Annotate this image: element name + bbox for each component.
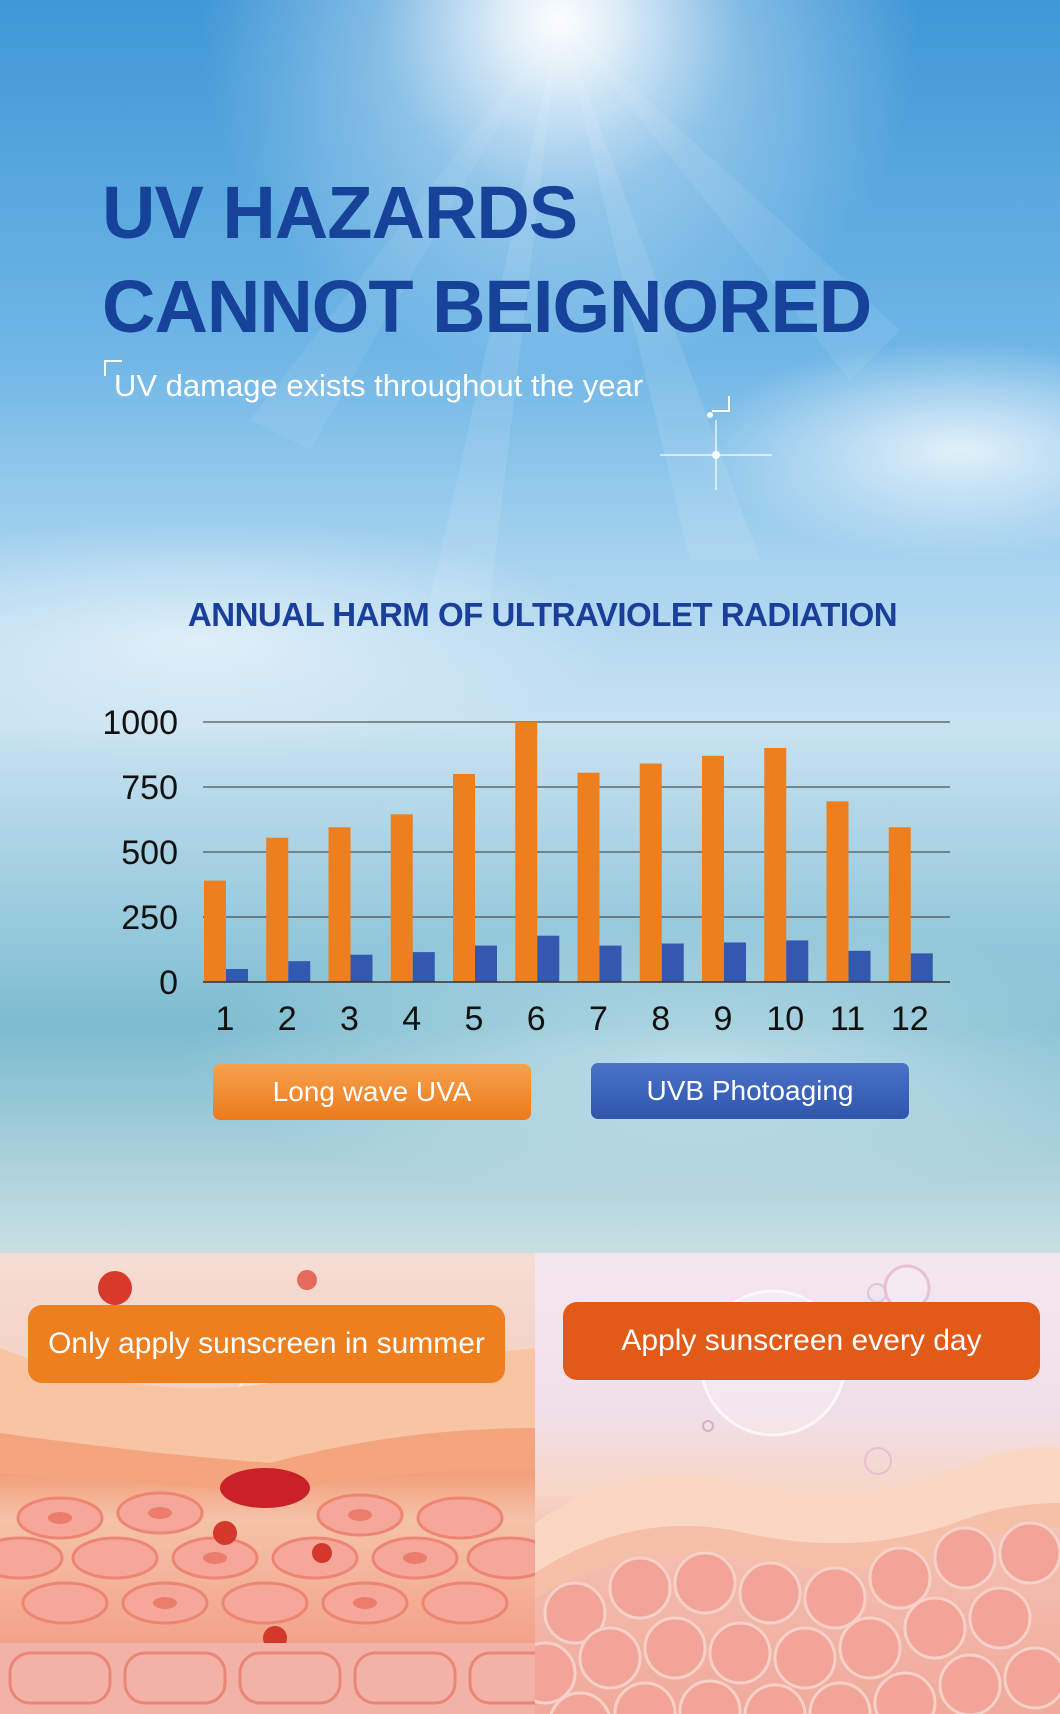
headline-line-1: UV HAZARDS (102, 171, 578, 254)
bracket-top-left (104, 360, 122, 376)
legend-uvb: UVB Photoaging (591, 1063, 909, 1119)
bar-uvb (910, 953, 933, 982)
bar-uvb (350, 954, 373, 982)
bar-uva (266, 837, 289, 982)
x-tick-label: 12 (891, 1000, 929, 1038)
bar-uvb (848, 950, 871, 982)
x-tick-label: 3 (340, 1000, 359, 1038)
headline-line-2: CANNOT BEIGNORED (102, 265, 872, 348)
bar-uva (390, 814, 413, 982)
every-day-label: Apply sunscreen every day (563, 1302, 1040, 1380)
headline: UV HAZARDS CANNOT BEIGNORED (102, 166, 872, 354)
x-tick-label: 1 (216, 1000, 235, 1038)
bar-uvb (724, 942, 746, 982)
bar-uvb (412, 952, 435, 982)
sky-background (0, 0, 1060, 1253)
bar-uvb (786, 940, 809, 982)
bar-uva (702, 755, 724, 982)
sun-rays (0, 0, 1060, 1253)
y-tick-label: 500 (121, 834, 178, 872)
x-tick-label: 6 (527, 1000, 546, 1038)
bar-uva (764, 748, 787, 982)
legend-uva: Long wave UVA (213, 1064, 531, 1120)
healthy-skin-illustration (535, 1264, 1060, 1714)
summer-only-label: Only apply sunscreen in summer (28, 1305, 505, 1383)
every-day-panel (535, 1253, 1060, 1714)
bar-uvb (537, 935, 560, 982)
x-tick-label: 8 (651, 1000, 670, 1038)
bar-uva (888, 827, 911, 982)
bar-uva (826, 801, 849, 982)
x-tick-label: 7 (589, 1000, 608, 1038)
bar-uva (453, 774, 475, 982)
bar-uvb (475, 945, 497, 982)
y-tick-label: 750 (121, 769, 178, 807)
chart-title: ANNUAL HARM OF ULTRAVIOLET RADIATION (187, 596, 898, 633)
bar-uvb (288, 961, 311, 982)
bar-uvb (226, 969, 248, 982)
bar-uvb (599, 945, 622, 982)
bracket-bottom-right (712, 396, 730, 412)
bar-uva (639, 763, 662, 982)
bar-uva (328, 827, 351, 982)
subtitle: UV damage exists throughout the year (114, 368, 644, 403)
x-tick-label: 5 (465, 1000, 484, 1038)
bar-uva (515, 722, 538, 982)
bar-uvb (661, 943, 684, 982)
x-tick-label: 11 (830, 1000, 865, 1038)
subtitle-frame: UV damage exists throughout the year (104, 360, 730, 412)
x-tick-label: 9 (714, 1000, 733, 1038)
damaged-skin-illustration (0, 1270, 535, 1714)
bar-uva (204, 880, 226, 982)
y-tick-label: 250 (121, 899, 178, 937)
bar-uva (577, 772, 600, 982)
x-tick-label: 2 (278, 1000, 297, 1038)
x-tick-label: 4 (402, 1000, 421, 1038)
y-tick-label: 1000 (102, 704, 178, 742)
x-tick-label: 10 (766, 1000, 804, 1038)
y-tick-label: 0 (159, 964, 178, 1002)
